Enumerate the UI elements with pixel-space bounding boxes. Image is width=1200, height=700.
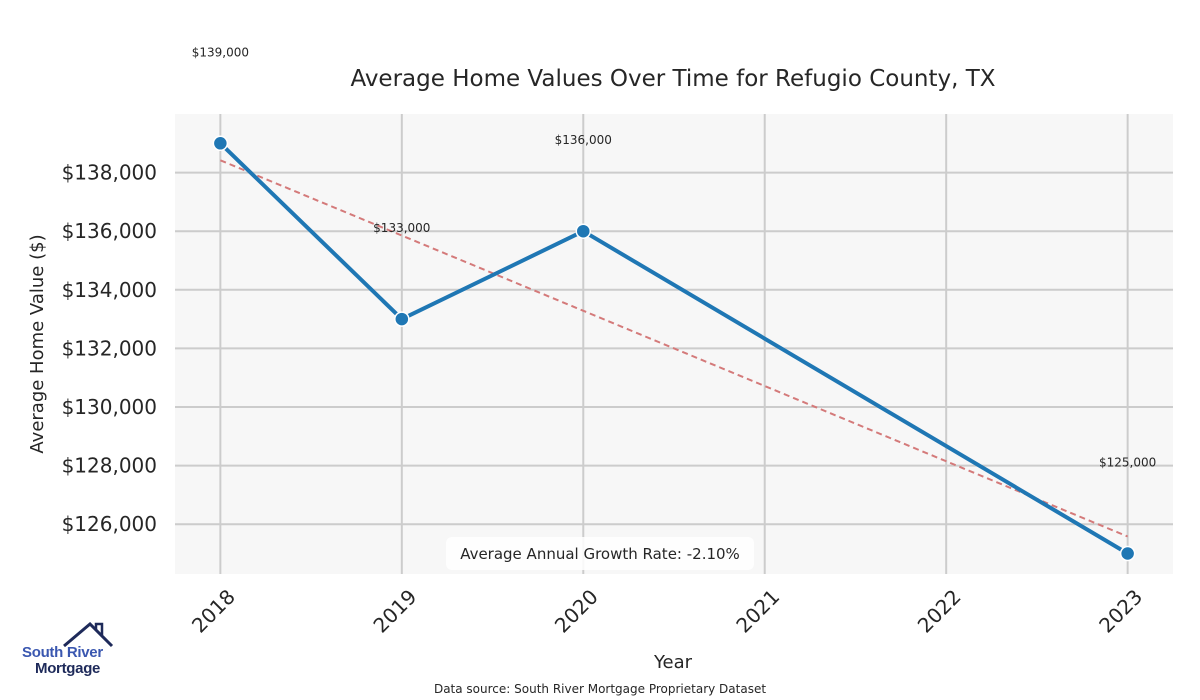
x-tick-label: 2021	[731, 585, 784, 638]
annotation-text: Average Annual Growth Rate: -2.10%	[460, 545, 740, 563]
growth-rate-annotation: Average Annual Growth Rate: -2.10%	[446, 537, 754, 570]
annotation-box	[446, 537, 754, 570]
house-roof-icon	[63, 622, 114, 648]
data-point	[1119, 545, 1136, 562]
logo-text-line1: South River	[22, 644, 103, 661]
y-tick-label: $130,000	[62, 395, 157, 419]
logo-text-line2: Mortgage	[35, 660, 101, 677]
y-tick-label: $132,000	[62, 336, 157, 360]
x-tick-label: 2018	[187, 585, 240, 638]
data-labels: $139,000 $133,000 $136,000 $125,000	[192, 45, 1157, 469]
series-line	[218, 141, 1129, 556]
y-tick-label: $126,000	[62, 512, 157, 536]
data-label: $133,000	[373, 221, 430, 235]
y-tick-label: $136,000	[62, 219, 157, 243]
data-source: Data source: South River Mortgage Propri…	[434, 682, 766, 696]
data-label: $136,000	[555, 133, 612, 147]
x-tick-label: 2022	[913, 585, 966, 638]
x-tick-label: 2023	[1094, 585, 1147, 638]
trend-line	[219, 159, 1129, 538]
data-label: $139,000	[192, 45, 249, 59]
y-tick-labels: $126,000 $128,000 $130,000 $132,000 $134,000…	[62, 161, 157, 537]
chart-title: Average Home Values Over Time for Refugi…	[350, 66, 995, 92]
plot-area	[175, 114, 1173, 574]
data-point	[394, 311, 410, 327]
data-label: $125,000	[1099, 455, 1156, 469]
south-river-mortgage-logo: South River Mortgage	[22, 622, 118, 680]
y-axis-label: Average Home Value ($)	[27, 234, 48, 453]
x-tick-label: 2019	[368, 585, 421, 638]
y-tick-label: $128,000	[62, 454, 157, 478]
data-point	[212, 135, 229, 152]
x-tick-label: 2020	[550, 585, 603, 638]
x-axis-label: Year	[653, 652, 693, 673]
y-gridlines	[175, 171, 1173, 526]
data-points	[212, 135, 1136, 562]
data-point	[575, 223, 592, 239]
y-tick-label: $138,000	[62, 161, 157, 185]
x-gridlines	[219, 114, 1129, 574]
y-tick-label: $134,000	[62, 278, 157, 302]
x-tick-labels: 2018 2019 2020 2021 2022 2023	[187, 585, 1147, 638]
